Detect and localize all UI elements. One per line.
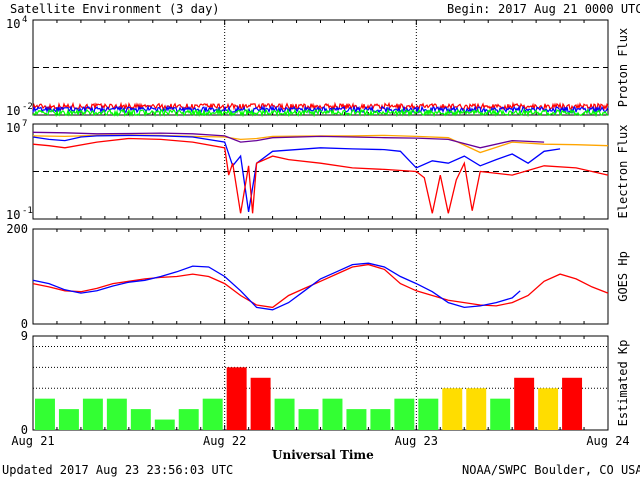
electron-series-line-1 (32, 131, 545, 149)
y-tick-label-kp-0: 0 (21, 423, 28, 437)
kp-bar-2 (82, 398, 103, 430)
y-axis-label-proton: Proton Flux (616, 28, 630, 107)
y-tick-exponent-electron-0: 7 (22, 119, 27, 129)
y-tick-label-proton-1: 10 (6, 104, 20, 118)
kp-bar-18 (466, 388, 487, 430)
kp-bar-14 (370, 409, 391, 430)
begin-value: 2017 Aug 21 0000 UTC (498, 2, 640, 16)
kp-bar-22 (562, 377, 583, 430)
x-axis-label: Universal Time (272, 448, 374, 462)
proton-series-line-2 (32, 107, 609, 118)
panel-frame-proton (32, 19, 609, 116)
kp-bar-10 (274, 398, 295, 430)
goes_hp-series-line-1 (32, 262, 521, 311)
x-tick-label-3: Aug 24 (586, 434, 629, 448)
y-tick-exponent-proton-1: -2 (22, 102, 33, 112)
credit-text: NOAA/SWPC Boulder, CO USA (462, 463, 640, 477)
series-group-proton (32, 101, 609, 118)
electron-series-line-0 (32, 134, 609, 154)
kp-bar-7 (202, 398, 223, 430)
chart-title: Satellite Environment (3 day) (10, 2, 220, 16)
electron-series-line-2 (32, 134, 561, 213)
kp-bar-21 (538, 388, 559, 430)
kp-bar-5 (154, 419, 175, 430)
kp-bar-19 (490, 398, 511, 430)
updated-timestamp: Updated 2017 Aug 23 23:56:03 UTC (2, 463, 234, 477)
kp-bar-8 (226, 367, 247, 430)
panel-frame-electron (32, 123, 609, 220)
kp-bar-20 (514, 377, 535, 430)
y-tick-label-goes_hp-0: 0 (21, 317, 28, 331)
begin-label: Begin: (447, 2, 491, 16)
y-axis-label-goes_hp: GOES Hp (616, 251, 630, 302)
kp-bar-9 (250, 377, 271, 430)
goes_hp-series-line-0 (32, 263, 609, 309)
y-axis-label-electron: Electron Flux (616, 125, 630, 219)
y-tick-label-goes_hp-1: 200 (6, 222, 28, 236)
kp-bar-13 (346, 409, 367, 430)
kp-bar-4 (130, 409, 151, 430)
panel-frame-goes_hp (32, 228, 609, 325)
proton-series-line-0 (32, 101, 609, 112)
kp-bar-0 (35, 398, 55, 430)
kp-bar-1 (58, 409, 79, 430)
y-tick-exponent-proton-0: 4 (22, 15, 27, 25)
y-tick-label-kp-1: 9 (21, 329, 28, 343)
x-tick-label-0: Aug 21 (11, 434, 54, 448)
kp-bar-12 (322, 398, 343, 430)
x-tick-label-2: Aug 23 (395, 434, 438, 448)
y-tick-exponent-electron-1: -1 (22, 206, 33, 216)
kp-bar-3 (106, 398, 127, 430)
kp-bar-15 (394, 398, 415, 430)
kp-bar-6 (178, 409, 199, 430)
y-tick-label-proton-0: 10 (6, 17, 20, 31)
electron-series-line-3 (32, 137, 609, 214)
kp-bar-11 (298, 409, 319, 430)
x-tick-label-1: Aug 22 (203, 434, 246, 448)
kp-bar-16 (418, 398, 439, 430)
y-tick-label-electron-0: 10 (6, 121, 20, 135)
kp-bar-17 (442, 388, 463, 430)
y-tick-label-electron-1: 10 (6, 208, 20, 222)
y-axis-label-kp: Estimated Kp (616, 340, 630, 427)
